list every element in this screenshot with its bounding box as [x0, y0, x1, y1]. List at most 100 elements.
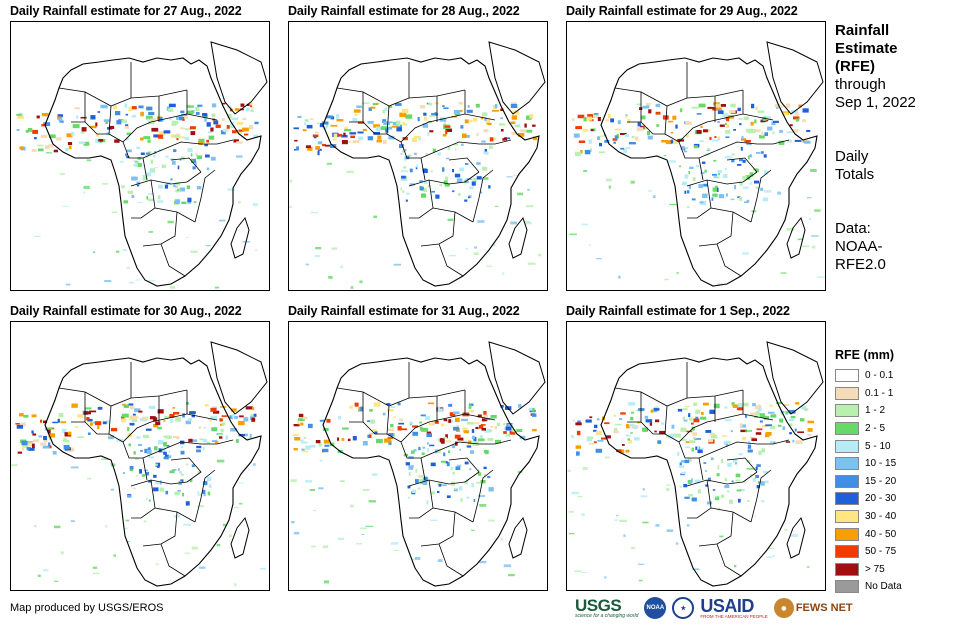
rain-cell — [319, 459, 323, 462]
rain-cell — [301, 448, 305, 451]
rain-cell — [760, 120, 765, 123]
rain-cell — [636, 127, 644, 132]
rain-cell — [694, 479, 701, 484]
rain-cell — [187, 197, 192, 203]
rainfall-panel-aug30: Daily Rainfall estimate for 30 Aug., 202… — [10, 304, 270, 591]
rain-cell — [343, 157, 347, 159]
rain-cell — [520, 129, 527, 133]
rain-cell — [459, 167, 465, 172]
rain-cell — [170, 286, 176, 289]
rain-cell — [617, 120, 621, 125]
rain-cell — [614, 135, 618, 140]
rain-cell — [175, 181, 181, 186]
rain-cell — [359, 280, 363, 284]
rain-cell — [732, 459, 738, 463]
rain-cell — [604, 456, 610, 459]
rain-cell — [190, 250, 198, 253]
rain-cell — [136, 146, 140, 149]
rain-cell — [700, 447, 704, 450]
legend-swatch — [835, 527, 859, 541]
rain-cell — [138, 444, 142, 446]
country-border — [432, 507, 474, 523]
rain-cell — [202, 489, 206, 494]
rain-cell — [576, 451, 580, 456]
rain-cell — [179, 187, 185, 192]
panel-title: Daily Rainfall estimate for 27 Aug., 202… — [10, 4, 242, 18]
rain-cell — [170, 418, 174, 424]
rain-cell — [623, 149, 627, 153]
rain-cell — [204, 404, 209, 407]
rain-cell — [739, 123, 742, 126]
rain-cell — [253, 203, 258, 206]
rain-cell — [356, 105, 362, 108]
country-border — [614, 387, 642, 422]
rain-cell — [630, 416, 634, 421]
legend-swatch — [835, 386, 859, 400]
rain-cell — [480, 435, 483, 439]
rain-cell — [807, 428, 813, 432]
rain-cell — [448, 403, 453, 407]
rain-cell — [719, 535, 724, 538]
rain-cell — [293, 434, 299, 437]
rain-cell — [472, 435, 476, 440]
rain-cell — [103, 119, 111, 123]
rain-cell — [684, 174, 689, 179]
rain-cell — [655, 103, 661, 108]
rain-cells — [11, 402, 266, 587]
rain-cell — [52, 428, 55, 431]
rain-cell — [87, 418, 93, 422]
rain-cell — [478, 469, 480, 472]
rain-cell — [516, 429, 523, 432]
rain-cell — [238, 420, 245, 426]
rain-cell — [680, 108, 683, 113]
rain-cell — [738, 453, 743, 456]
rain-cell — [436, 449, 441, 453]
rain-cell — [684, 496, 690, 499]
legend-label: 2 - 5 — [865, 423, 886, 435]
rain-cell — [134, 160, 139, 163]
rain-cell — [190, 153, 193, 157]
rain-cell — [581, 223, 589, 226]
rain-cell — [180, 110, 185, 113]
rain-cell — [128, 106, 133, 111]
country-border — [131, 479, 156, 519]
rain-cell — [185, 501, 190, 506]
rain-cell — [481, 417, 488, 422]
rain-cell — [604, 140, 610, 143]
rain-cell — [691, 447, 694, 452]
rain-cell — [699, 140, 704, 143]
rain-cell — [471, 429, 475, 433]
rain-cell — [625, 115, 628, 118]
rain-cell — [174, 491, 180, 496]
rain-cell — [255, 249, 258, 251]
rain-cell — [432, 148, 436, 153]
rain-cell — [779, 418, 784, 423]
country-border — [142, 511, 178, 547]
rain-cell — [731, 153, 735, 156]
rain-cell — [704, 470, 708, 472]
rain-cell — [388, 433, 393, 437]
rain-cell — [38, 148, 44, 152]
rain-cell — [480, 480, 486, 484]
rain-cell — [65, 283, 71, 286]
rain-cell — [640, 495, 648, 498]
rain-cell — [349, 405, 353, 409]
rain-cell — [476, 133, 479, 136]
rain-cell — [319, 419, 325, 422]
rain-cell — [484, 430, 491, 433]
rainfall-panel-aug27: Daily Rainfall estimate for 27 Aug., 202… — [10, 4, 270, 291]
rain-cell — [244, 133, 249, 136]
rain-cell — [527, 188, 530, 191]
rain-cell — [638, 579, 643, 582]
legend-item: 20 - 30 — [835, 490, 960, 508]
rain-cell — [724, 484, 730, 489]
rain-cell — [483, 411, 487, 415]
legend-item: 0 - 0.1 — [835, 367, 960, 385]
rain-cell — [616, 134, 619, 139]
rain-cell — [709, 409, 715, 414]
rain-cell — [234, 108, 239, 111]
rain-cell — [654, 406, 659, 409]
rain-cell — [405, 155, 410, 160]
rain-cell — [165, 155, 169, 158]
rain-cell — [445, 461, 448, 464]
